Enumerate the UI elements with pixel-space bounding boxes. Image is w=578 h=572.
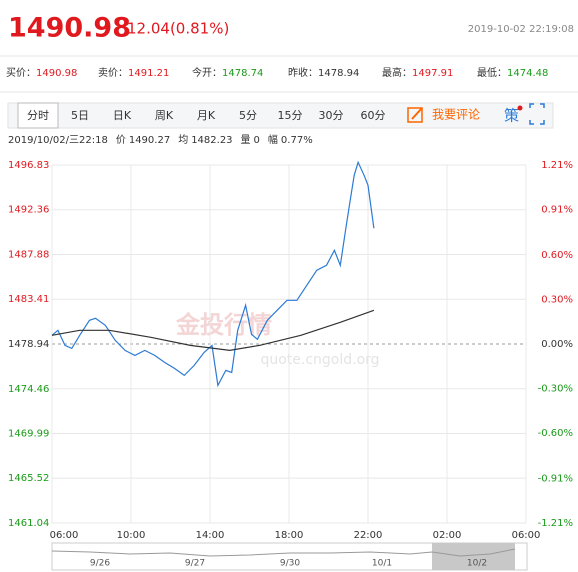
y-tick-label: 1465.52	[8, 473, 49, 484]
y2-tick-label: 1.21%	[541, 160, 573, 171]
y-tick-label: 1487.88	[8, 250, 49, 261]
y-tick-label: 1469.99	[8, 428, 49, 439]
quote-value: 1478.74	[222, 68, 263, 79]
quote-label: 今开：	[192, 66, 222, 79]
comment-icon-box	[407, 107, 423, 123]
watermark: 金投行情	[175, 311, 272, 339]
quote-label: 最高：	[382, 66, 412, 79]
navigator-date: 10/2	[467, 559, 487, 569]
datetime: 2019-10-02 22:19:08	[468, 24, 574, 35]
comment-icon-pen	[411, 107, 423, 120]
x-tick-label: 14:00	[196, 530, 225, 541]
y2-tick-label: -1.21%	[538, 518, 573, 529]
y2-tick-label: 0.00%	[541, 339, 573, 350]
quote-value: 1474.48	[507, 68, 548, 79]
tab[interactable]: 60分	[361, 109, 386, 122]
navigator-line	[51, 548, 516, 557]
comment-icon[interactable]	[407, 107, 423, 123]
change: 12.04(0.81%)	[127, 20, 229, 38]
navigator-date: 9/30	[280, 559, 300, 569]
x-tick-label: 06:00	[512, 530, 541, 541]
info-item: 价	[116, 134, 126, 146]
info-item: 1482.23	[191, 135, 232, 146]
tab[interactable]: 5分	[239, 109, 257, 122]
quote-label: 最低：	[477, 66, 507, 79]
strategy-link[interactable]: 策	[504, 107, 519, 125]
price-line	[51, 309, 375, 352]
y2-tick-label: 0.30%	[541, 295, 573, 306]
y-tick-label: 1461.04	[8, 518, 49, 529]
info-item: 0.77%	[281, 135, 313, 146]
y2-tick-label: -0.91%	[538, 474, 573, 485]
quote-label: 昨收：	[288, 66, 318, 79]
info-item: 均	[178, 134, 188, 146]
y-tick-label: 1492.36	[8, 205, 49, 216]
y2-tick-label: -0.30%	[538, 383, 573, 394]
y2-tick-label: 0.91%	[541, 204, 573, 215]
x-tick-label: 06:00	[50, 530, 79, 541]
comment-link[interactable]: 我要评论	[432, 108, 480, 122]
tab-selected	[17, 102, 59, 129]
y2-tick-label: 0.60%	[541, 250, 573, 261]
quote-value: 1497.91	[412, 68, 453, 79]
tab-bar	[7, 102, 554, 129]
navigator-date: 9/26	[90, 559, 110, 569]
quote-label: 买价：	[6, 67, 36, 79]
y2-tick-label: -0.60%	[538, 428, 573, 439]
y-tick-label: 1496.83	[8, 160, 49, 171]
quote-value: 1490.98	[36, 68, 77, 79]
tab[interactable]: 30分	[319, 109, 344, 122]
price: 1490.98	[8, 13, 131, 44]
y-tick-label: 1483.41	[8, 294, 49, 305]
navigator-date: 10/1	[372, 559, 392, 569]
tab[interactable]: 分时	[27, 109, 49, 122]
price-line	[51, 160, 375, 388]
y-tick-label: 1478.94	[8, 339, 49, 350]
info-item: 1490.27	[129, 135, 170, 146]
tab[interactable]: 月K	[197, 109, 216, 122]
info-item: 幅	[268, 133, 278, 146]
watermark: quote.cngold.org	[260, 352, 379, 368]
x-tick-label: 18:00	[275, 530, 304, 541]
info-item: 量	[241, 134, 251, 146]
badge	[517, 105, 523, 111]
tab[interactable]: 周K	[155, 109, 174, 122]
tab[interactable]: 日K	[113, 109, 132, 122]
x-tick-label: 22:00	[354, 530, 383, 541]
navigator-window[interactable]	[432, 543, 515, 570]
x-tick-label: 10:00	[117, 530, 146, 541]
tab[interactable]: 15分	[278, 109, 303, 122]
navigator-date: 9/27	[185, 559, 205, 569]
quote-value: 1491.21	[128, 68, 169, 79]
quote-label: 卖价：	[98, 67, 128, 79]
info-item: 2019/10/02/三22:18	[8, 135, 108, 146]
tab[interactable]: 5日	[71, 109, 89, 122]
y-tick-label: 1474.46	[8, 384, 49, 395]
info-item: 0	[254, 135, 260, 146]
fullscreen-icon[interactable]	[529, 103, 545, 125]
x-tick-label: 02:00	[433, 530, 462, 541]
quote-value: 1478.94	[318, 68, 359, 79]
